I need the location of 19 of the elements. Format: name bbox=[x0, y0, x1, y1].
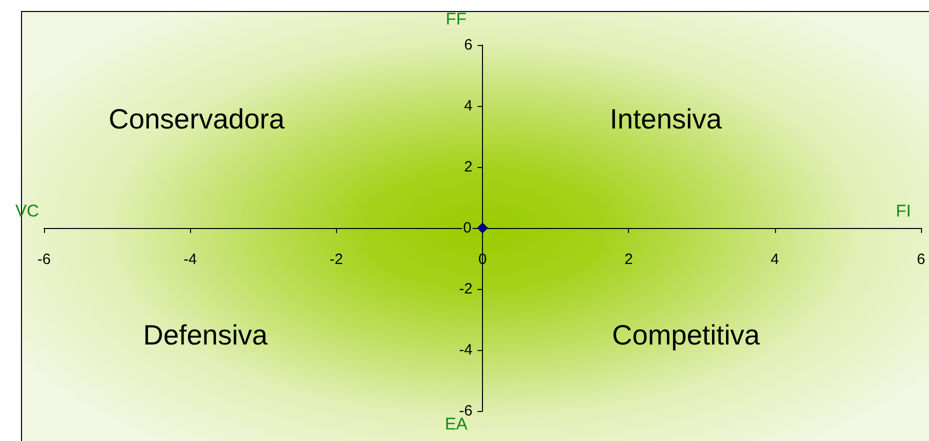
y-tick-label: -4 bbox=[459, 342, 472, 358]
y-tick-label: 0 bbox=[463, 220, 472, 236]
y-tick-label: 4 bbox=[464, 98, 472, 114]
x-tick-label: 4 bbox=[770, 251, 780, 268]
x-tick-label: 2 bbox=[624, 251, 633, 268]
x-tick-label: -6 bbox=[37, 251, 51, 268]
y-tick-label: 2 bbox=[464, 158, 472, 176]
x-tick-label: 6 bbox=[916, 251, 926, 268]
annotation: Intensiva bbox=[610, 103, 722, 134]
x-tick-label: -2 bbox=[330, 251, 344, 268]
y-tick-label: -2 bbox=[459, 280, 472, 298]
text: FF bbox=[446, 10, 466, 28]
annotation: FI bbox=[896, 202, 911, 220]
annotation: Defensiva bbox=[143, 319, 268, 350]
annotation: Conservadora bbox=[108, 103, 285, 134]
x-tick-label: -4 bbox=[183, 251, 197, 268]
y-tick-label: 6 bbox=[464, 36, 472, 54]
annotation: Competitiva bbox=[612, 319, 760, 350]
text: EA bbox=[444, 414, 468, 434]
